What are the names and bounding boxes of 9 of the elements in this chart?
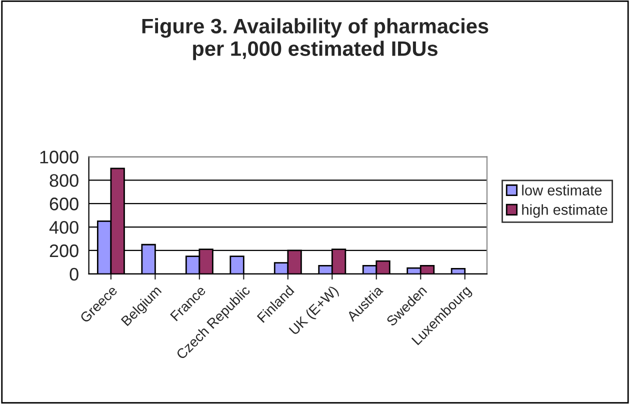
y-tick-label: 400 (49, 220, 78, 234)
y-tick-label: 600 (50, 198, 78, 210)
legend-label: low estimate (522, 184, 602, 196)
y-tick-label: 0 (70, 268, 78, 281)
legend-label: high estimate (522, 204, 608, 218)
y-tick-label: 1000 (40, 150, 78, 164)
y-tick-label: 800 (50, 174, 78, 187)
y-tick-label: 200 (50, 244, 78, 258)
chart-title: Figure 3. Availability of pharmacies per 1,000 estimated IDUs (142, 18, 488, 60)
